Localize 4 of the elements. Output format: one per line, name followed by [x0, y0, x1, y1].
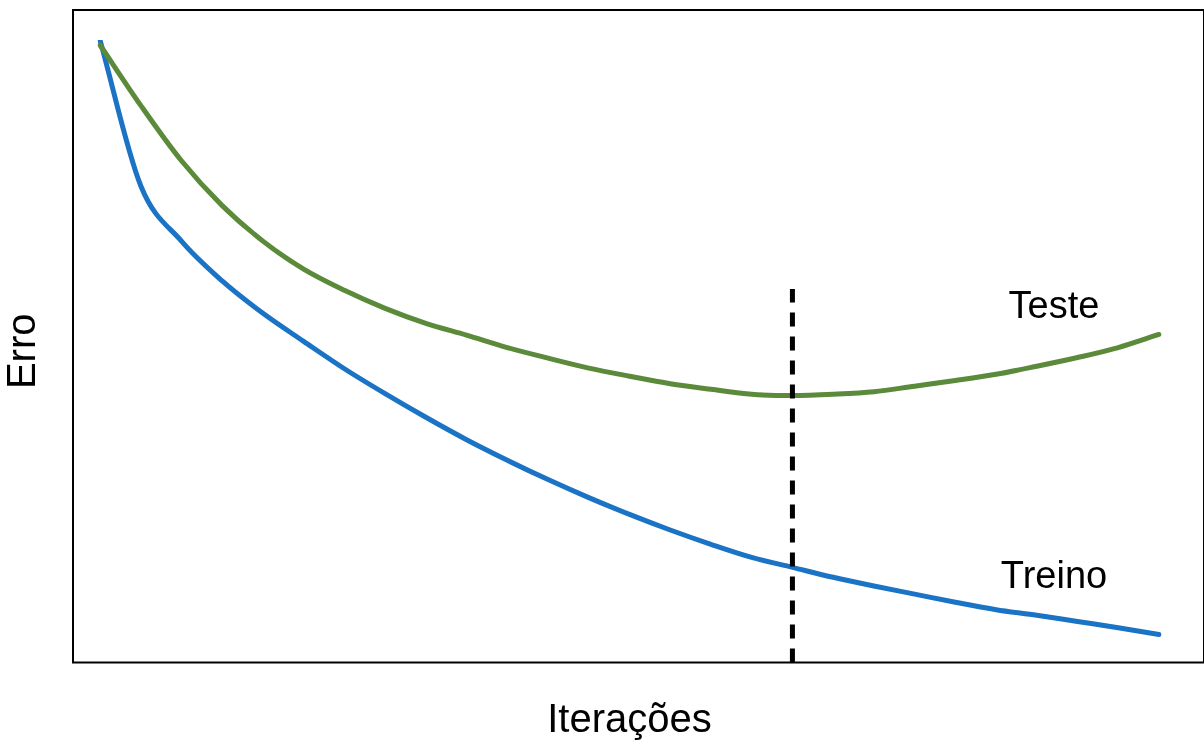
x-axis-title: Iterações [547, 696, 712, 741]
series-label: Teste [1008, 283, 1100, 326]
series-label: Treino [1000, 554, 1108, 597]
y-axis-title: Erro [0, 313, 44, 390]
